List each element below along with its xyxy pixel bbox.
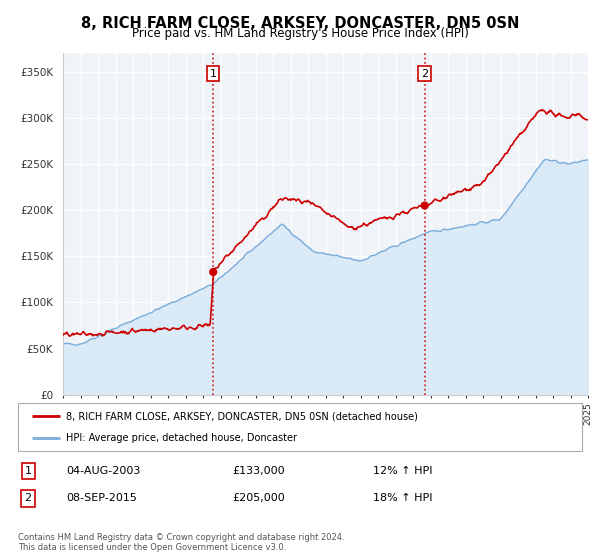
Point — [420, 201, 430, 210]
Text: 08-SEP-2015: 08-SEP-2015 — [66, 493, 137, 503]
Text: 8, RICH FARM CLOSE, ARKSEY, DONCASTER, DN5 0SN (detached house): 8, RICH FARM CLOSE, ARKSEY, DONCASTER, D… — [66, 411, 418, 421]
Text: 2: 2 — [25, 493, 32, 503]
Text: 1: 1 — [25, 466, 32, 476]
Text: £205,000: £205,000 — [232, 493, 285, 503]
Text: HPI: Average price, detached house, Doncaster: HPI: Average price, detached house, Donc… — [66, 433, 297, 443]
Text: 12% ↑ HPI: 12% ↑ HPI — [373, 466, 433, 476]
Point — [208, 268, 218, 277]
Text: Price paid vs. HM Land Registry's House Price Index (HPI): Price paid vs. HM Land Registry's House … — [131, 27, 469, 40]
Text: £133,000: £133,000 — [232, 466, 285, 476]
FancyBboxPatch shape — [18, 403, 582, 451]
Text: 04-AUG-2003: 04-AUG-2003 — [66, 466, 140, 476]
Text: This data is licensed under the Open Government Licence v3.0.: This data is licensed under the Open Gov… — [18, 543, 286, 552]
Text: 2: 2 — [421, 69, 428, 79]
Text: 8, RICH FARM CLOSE, ARKSEY, DONCASTER, DN5 0SN: 8, RICH FARM CLOSE, ARKSEY, DONCASTER, D… — [81, 16, 519, 31]
Text: 18% ↑ HPI: 18% ↑ HPI — [373, 493, 433, 503]
Text: 1: 1 — [210, 69, 217, 79]
Text: Contains HM Land Registry data © Crown copyright and database right 2024.: Contains HM Land Registry data © Crown c… — [18, 533, 344, 542]
